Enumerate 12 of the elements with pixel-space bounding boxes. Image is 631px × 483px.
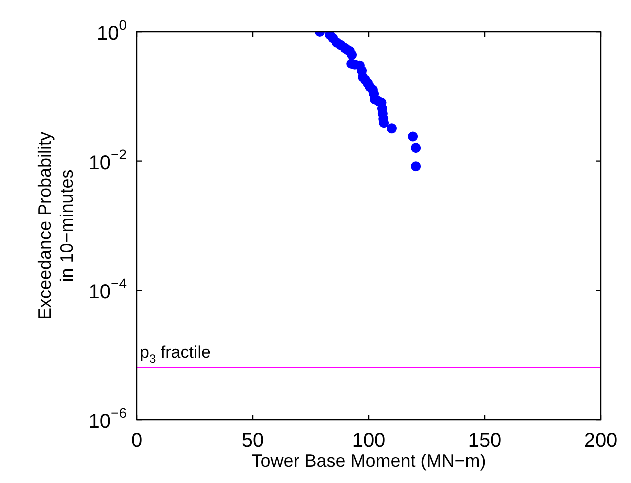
x-tick-label: 200 [584,430,618,452]
x-tick-label: 150 [468,430,502,452]
point [408,132,418,142]
x-axis-title: Tower Base Moment (MN−m) [252,451,486,471]
point [386,124,397,134]
x-tick-label: 0 [131,430,143,452]
point [411,162,422,172]
point [347,50,358,60]
y-axis-title: Exceedance Probability in 10−minutes [35,132,77,320]
x-tick-label: 50 [242,430,264,452]
point [411,143,422,154]
x-tick-label: 100 [352,430,386,452]
